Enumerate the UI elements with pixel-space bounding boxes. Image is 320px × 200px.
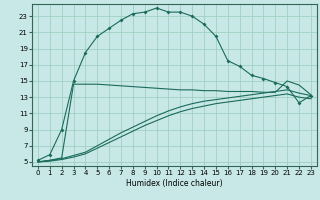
X-axis label: Humidex (Indice chaleur): Humidex (Indice chaleur) <box>126 179 223 188</box>
